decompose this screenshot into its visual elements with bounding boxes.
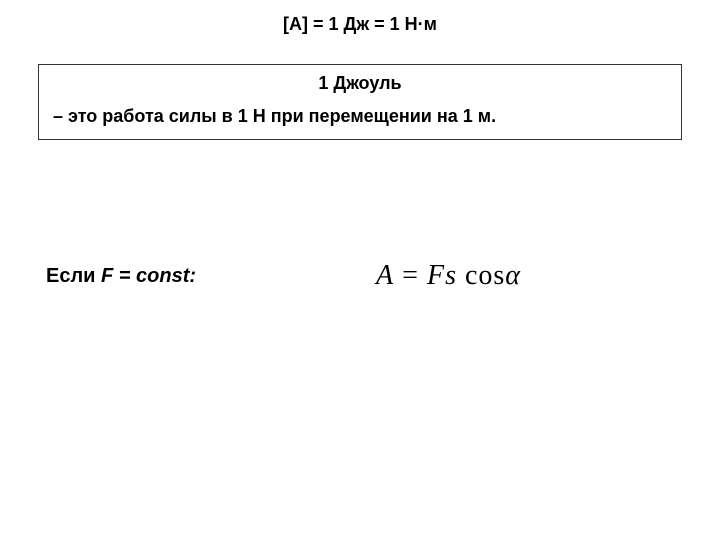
condition-row: Если F = const: A = Fs cosα — [0, 260, 720, 292]
unit-equation: [А] = 1 Дж = 1 Н·м — [0, 14, 720, 35]
formula-A: A — [376, 260, 394, 291]
work-formula: A = Fs cosα — [376, 260, 521, 292]
formula-space — [457, 260, 465, 291]
formula-alpha: α — [505, 260, 521, 291]
definition-body: – это работа силы в 1 Н при перемещении … — [39, 106, 681, 139]
definition-box: 1 Джоуль – это работа силы в 1 Н при пер… — [38, 64, 682, 140]
formula-F: F — [427, 260, 445, 291]
condition-text: Если F = const: — [46, 265, 196, 288]
definition-title: 1 Джоуль — [39, 65, 681, 106]
formula-cos: cos — [465, 260, 505, 291]
formula-eq: = — [394, 260, 427, 291]
condition-prefix: Если — [46, 265, 101, 287]
condition-var: F = const: — [101, 265, 196, 287]
formula-s: s — [445, 260, 457, 291]
